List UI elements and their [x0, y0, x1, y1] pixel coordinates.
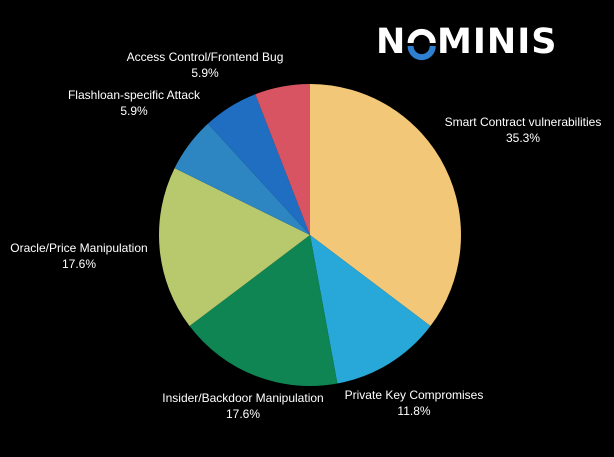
brand-name: NOMINIS — [376, 22, 558, 62]
slice-value-access-control-frontend-bug: 5.9% — [191, 66, 219, 80]
slice-value-insider-backdoor-manipulation: 17.6% — [226, 407, 260, 421]
pie-slice-unlabeled-6 — [255, 84, 310, 235]
pie-slice-insider-backdoor-manipulation — [189, 235, 338, 386]
slice-value-smart-contract-vulnerabilities: 35.3% — [506, 131, 540, 145]
slice-label-insider-backdoor-manipulation: Insider/Backdoor Manipulation — [162, 391, 323, 405]
pie-slice-private-key-compromises — [310, 235, 431, 384]
slice-label-access-control-frontend-bug: Access Control/Frontend Bug — [127, 50, 284, 64]
slice-label-flashloan-specific-attack: Flashloan-specific Attack — [68, 88, 201, 102]
pie-slice-access-control-frontend-bug — [208, 94, 310, 235]
slice-value-flashloan-specific-attack: 5.9% — [120, 104, 148, 118]
pie-slice-smart-contract-vulnerabilities — [310, 84, 462, 327]
slice-label-private-key-compromises: Private Key Compromises — [345, 388, 484, 402]
slice-label-smart-contract-vulnerabilities: Smart Contract vulnerabilities — [445, 115, 602, 129]
pie-slice-flashloan-specific-attack — [174, 123, 310, 235]
slice-value-oracle-price-manipulation: 17.6% — [62, 257, 96, 271]
slice-label-oracle-price-manipulation: Oracle/Price Manipulation — [10, 241, 147, 255]
brand-logo: NOMINIS — [376, 20, 557, 64]
slice-value-private-key-compromises: 11.8% — [397, 404, 430, 418]
pie-slice-oracle-price-manipulation — [159, 168, 310, 327]
